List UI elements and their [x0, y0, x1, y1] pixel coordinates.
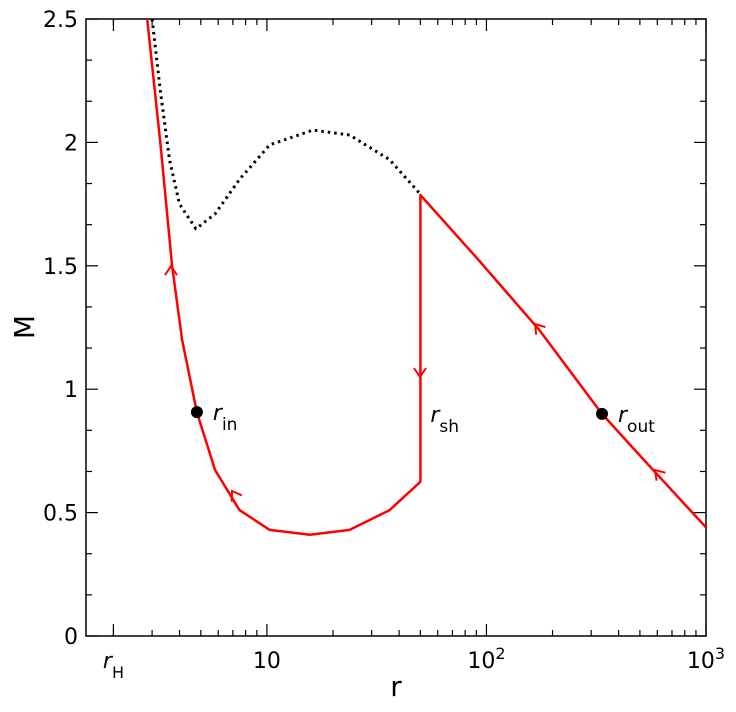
- y-tick-label: 2: [64, 131, 78, 156]
- series-line: [150, 19, 422, 231]
- y-tick-label: 0: [64, 625, 78, 650]
- label-main: 10: [467, 649, 495, 674]
- flow-arrow: [533, 322, 546, 335]
- flow-arrow: [413, 367, 427, 379]
- flow-arrow: [653, 468, 666, 481]
- label-main: r: [103, 649, 114, 674]
- point-marker: [190, 406, 203, 419]
- annotation-main: r: [430, 403, 441, 428]
- flow-arrow: [164, 264, 178, 276]
- tick-label: rH: [103, 649, 124, 682]
- y-axis-label: M: [8, 315, 41, 339]
- y-tick-label: 2.5: [43, 8, 78, 33]
- annotation: rin: [213, 401, 238, 435]
- tick-label: 103: [687, 644, 725, 675]
- annotation-main: r: [213, 401, 224, 426]
- annotation: rout: [618, 403, 655, 437]
- series-line: [145, 19, 706, 537]
- annotation: rsh: [430, 403, 459, 437]
- annotation-sub: sh: [439, 417, 459, 437]
- label-sub: H: [112, 663, 124, 682]
- point-marker: [596, 407, 609, 420]
- label-sup: 3: [715, 644, 725, 663]
- y-tick-label: 0.5: [43, 502, 78, 527]
- x-tick-label: 10: [253, 649, 281, 674]
- tick-label: 102: [467, 644, 505, 675]
- flow-arrow: [230, 489, 243, 502]
- annotation-sub: out: [627, 417, 655, 437]
- plot-layer: [86, 18, 707, 637]
- x-axis-label: r: [390, 670, 402, 703]
- y-tick-label: 1: [64, 378, 78, 403]
- label-sup: 2: [495, 644, 505, 663]
- annotation-sub: in: [222, 415, 238, 435]
- plot-frame: [85, 18, 707, 637]
- annotation-main: r: [618, 403, 629, 428]
- label-main: 10: [687, 649, 715, 674]
- y-tick-label: 1.5: [43, 255, 78, 280]
